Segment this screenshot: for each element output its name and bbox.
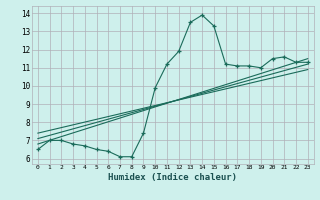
X-axis label: Humidex (Indice chaleur): Humidex (Indice chaleur) — [108, 173, 237, 182]
